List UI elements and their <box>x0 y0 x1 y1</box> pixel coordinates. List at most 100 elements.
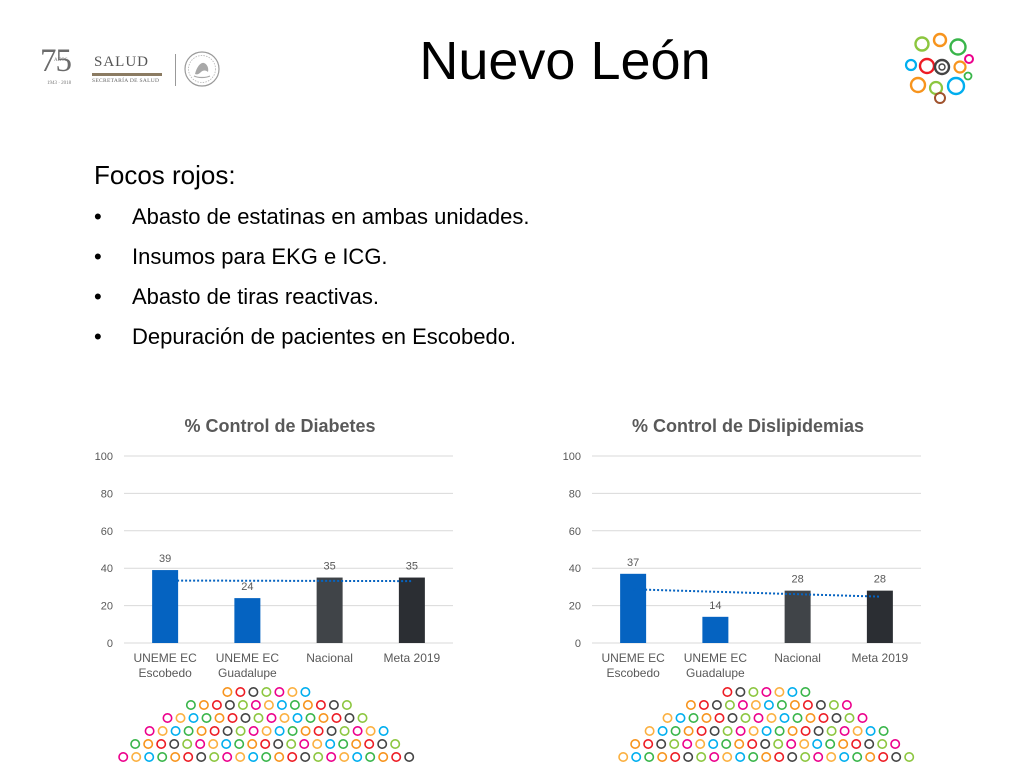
decor-ring <box>326 752 337 763</box>
decor-ring <box>852 752 863 763</box>
decor-ring <box>211 700 222 710</box>
decorative-circles-pattern <box>118 687 415 763</box>
list-item-text: Insumos para EKG e ICG. <box>132 244 388 269</box>
decor-ring <box>698 700 709 710</box>
decor-ring <box>722 752 733 763</box>
list-item-text: Abasto de estatinas en ambas unidades. <box>132 204 530 229</box>
decor-ring <box>748 725 759 736</box>
decor-ring <box>196 725 207 736</box>
decor-ring <box>773 738 784 749</box>
decor-ring <box>724 700 735 710</box>
decor-ring <box>339 725 350 736</box>
decor-ring <box>776 700 787 710</box>
logo-salud-line <box>92 73 162 76</box>
x-tick-label: Guadalupe <box>218 666 277 680</box>
decor-ring <box>182 738 193 749</box>
focos-list: • Abasto de estatinas en ambas unidades. … <box>94 200 530 360</box>
data-label: 24 <box>241 581 253 593</box>
mexico-seal-icon <box>184 51 220 87</box>
decor-ring <box>657 725 668 736</box>
x-tick-label: UNEME EC <box>133 651 197 665</box>
decor-ring <box>737 700 748 710</box>
decor-ring <box>760 738 771 749</box>
decor-ring <box>714 712 725 723</box>
x-tick-label: UNEME EC <box>216 651 280 665</box>
bar <box>620 573 647 643</box>
y-tick-label: 80 <box>569 488 581 500</box>
decor-ring <box>721 738 732 749</box>
decor-ring <box>740 712 751 723</box>
decor-ring <box>248 752 259 763</box>
decor-ring <box>826 725 837 736</box>
data-label: 14 <box>709 600 721 612</box>
decor-ring <box>753 712 764 723</box>
decor-ring <box>286 738 297 749</box>
decor-ring <box>390 738 401 749</box>
decor-ring <box>300 725 311 736</box>
decor-ring <box>300 752 311 763</box>
x-tick-label: UNEME EC <box>601 651 665 665</box>
decor-ring <box>185 700 196 710</box>
decor-ring <box>143 738 154 749</box>
logo-divider <box>175 54 176 86</box>
decor-ring <box>631 752 642 763</box>
decor-ring <box>722 725 733 736</box>
x-tick-label: Meta 2019 <box>852 651 909 665</box>
decor-ring <box>248 725 259 736</box>
decor-ring <box>670 725 681 736</box>
decor-ring <box>247 738 258 749</box>
bullet-icon: • <box>94 244 102 269</box>
chart-control-diabetes: % Control de Diabetes 0 20 40 60 80 100 39 UNEM… <box>80 410 480 700</box>
decor-ring <box>787 725 798 736</box>
y-tick-label: 20 <box>101 601 113 613</box>
decor-ring <box>156 738 167 749</box>
decor-ring <box>227 712 238 723</box>
decor-ring <box>313 752 324 763</box>
y-tick-label: 100 <box>95 451 113 463</box>
logo-salud-name: SALUD <box>94 54 150 70</box>
logo-75-sub: AÑOS <box>54 58 68 63</box>
decor-ring <box>404 752 415 763</box>
decor-ring <box>235 725 246 736</box>
decor-ring <box>260 738 271 749</box>
decor-ring <box>735 752 746 763</box>
decor-ring <box>683 752 694 763</box>
y-tick-label: 80 <box>101 488 113 500</box>
decor-ring <box>851 738 862 749</box>
decor-ring <box>865 752 876 763</box>
data-label: 35 <box>324 561 336 573</box>
decor-ring <box>195 738 206 749</box>
decor-ring <box>656 738 667 749</box>
decor-ring <box>763 700 774 710</box>
bar <box>152 570 179 643</box>
decor-ring <box>300 687 311 697</box>
y-tick-label: 60 <box>569 526 581 538</box>
decor-ring <box>312 738 323 749</box>
bar <box>702 616 729 643</box>
bar <box>398 577 425 643</box>
decor-ring <box>800 687 811 697</box>
decor-ring <box>792 712 803 723</box>
decor-ring <box>341 700 352 710</box>
decor-ring <box>747 738 758 749</box>
decor-ring <box>302 700 313 710</box>
trendline <box>633 588 880 598</box>
decor-ring <box>761 687 772 697</box>
y-tick-label: 20 <box>569 601 581 613</box>
decor-ring <box>289 700 300 710</box>
decor-ring <box>695 738 706 749</box>
decor-ring <box>839 752 850 763</box>
bar <box>316 577 343 643</box>
decor-ring <box>688 712 699 723</box>
decor-ring <box>222 752 233 763</box>
decor-ring <box>157 752 168 763</box>
trendline <box>165 579 412 583</box>
decor-ring <box>669 738 680 749</box>
decor-ring <box>779 712 790 723</box>
decor-ring <box>815 700 826 710</box>
decor-ring <box>326 725 337 736</box>
logo-salud-sub: SECRETARÍA DE SALUD <box>92 78 160 84</box>
list-item: • Abasto de estatinas en ambas unidades. <box>94 200 530 240</box>
